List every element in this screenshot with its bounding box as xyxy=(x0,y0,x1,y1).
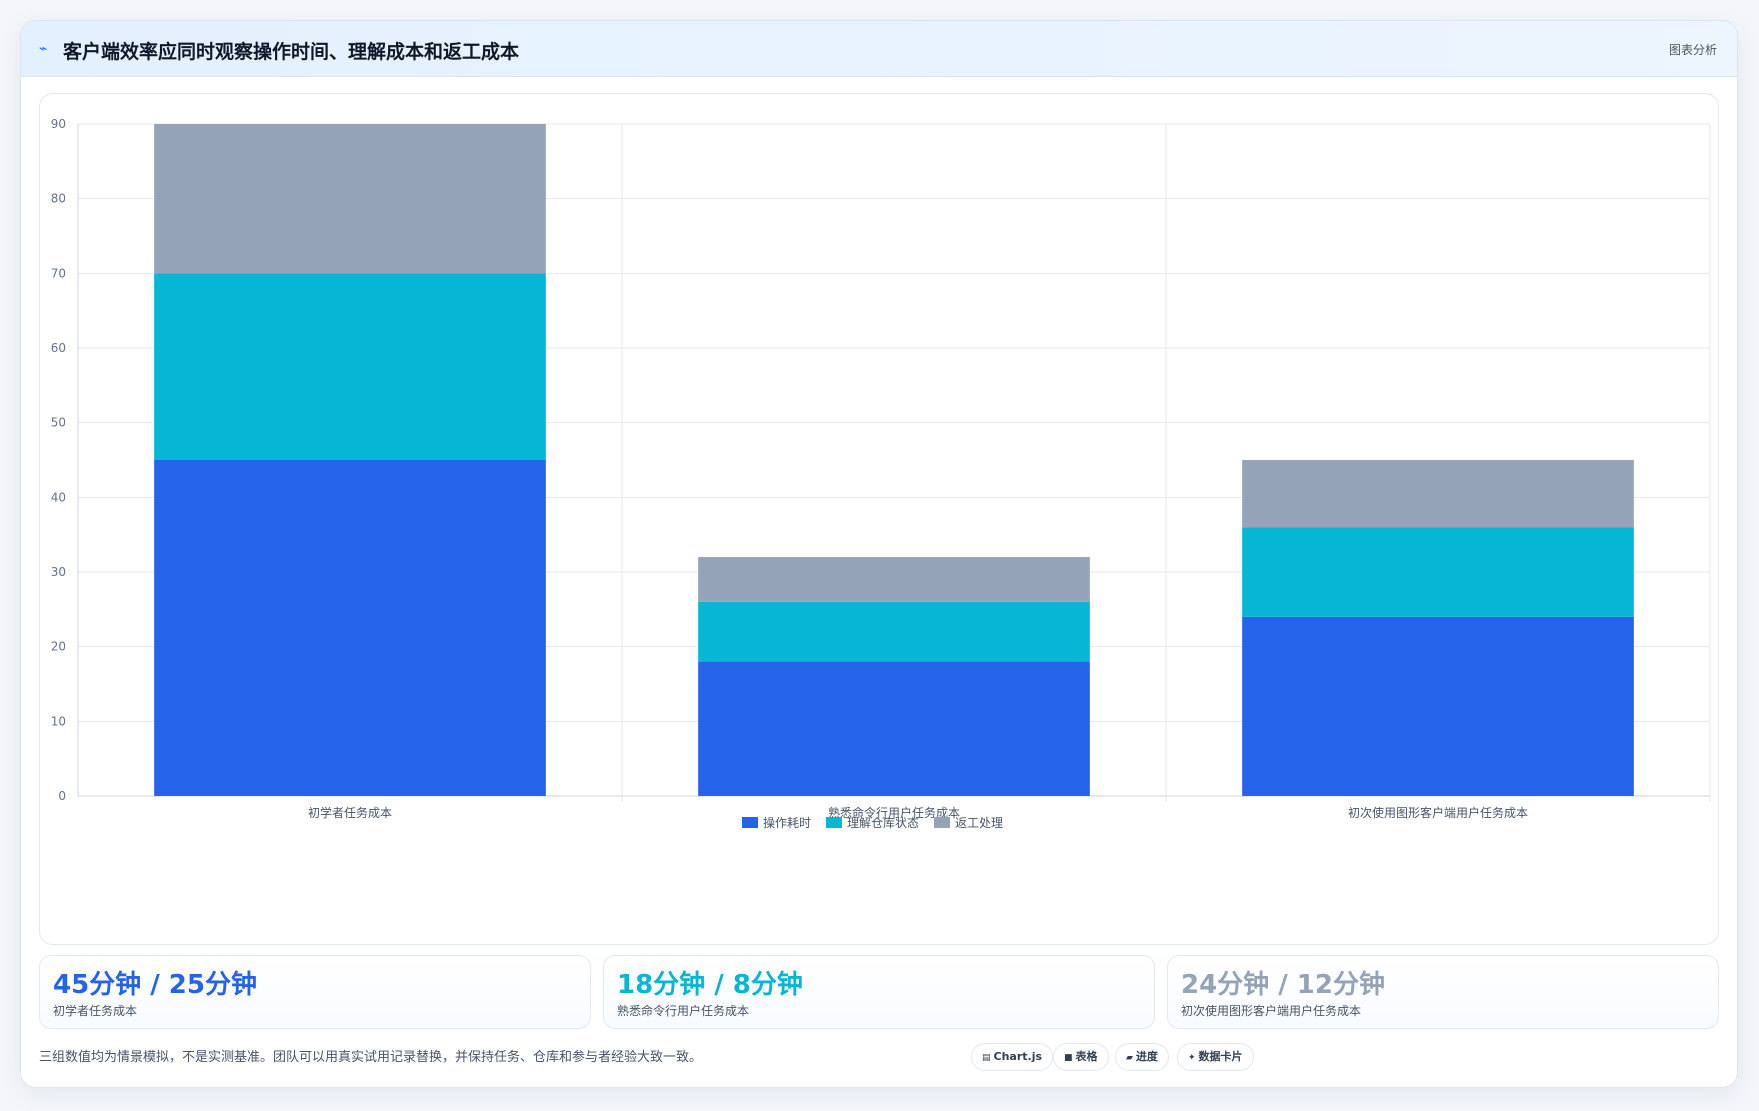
panel-header: ⌁ 客户端效率应同时观察操作时间、理解成本和返工成本 图表分析 xyxy=(21,21,1737,77)
y-tick-label: 80 xyxy=(51,192,66,206)
chip-data-card[interactable]: ✦ 数据卡片 xyxy=(1177,1043,1254,1071)
bar-segment-1 xyxy=(698,601,1090,662)
bar-segment-0 xyxy=(698,661,1090,796)
stat-label: 初学者任务成本 xyxy=(53,1004,138,1018)
y-tick-label: 30 xyxy=(51,565,66,579)
stat-card-gui-user: 24分钟 / 12分钟 初次使用图形客户端用户任务成本 xyxy=(1167,955,1719,1029)
y-tick-label: 10 xyxy=(51,714,66,728)
stat-value: 45分钟 / 25分钟 xyxy=(53,970,257,1000)
chart-icon: ▤ xyxy=(982,1053,991,1063)
legend-swatch-0 xyxy=(742,817,758,828)
stat-label: 熟悉命令行用户任务成本 xyxy=(617,1004,750,1018)
y-tick-label: 40 xyxy=(51,490,66,504)
footnote: 三组数值均为情景模拟，不是实测基准。团队可以用真实试用记录替换，并保持任务、仓库… xyxy=(39,1050,703,1065)
stat-card-cli-user: 18分钟 / 8分钟 熟悉命令行用户任务成本 xyxy=(603,955,1155,1029)
chip-label: Chart.js xyxy=(993,1050,1043,1063)
bar-segment-1 xyxy=(1242,527,1634,617)
x-tick-label: 熟悉命令行用户任务成本 xyxy=(828,805,960,820)
legend-label: 操作耗时 xyxy=(763,815,811,830)
chart-analysis-tag[interactable]: 图表分析 xyxy=(1668,43,1717,57)
bar-segment-0 xyxy=(154,460,546,796)
chart-card: 0 10 20 30 40 50 60 70 80 90 初学者任务成本 熟悉命令行用户任务成本 初次使… xyxy=(39,93,1719,945)
bar-segment-2 xyxy=(154,124,546,274)
chip-chartjs[interactable]: ▤ Chart.js xyxy=(971,1043,1054,1071)
y-tick-label: 50 xyxy=(51,416,66,430)
chip-table[interactable]: ■ 表格 xyxy=(1053,1043,1109,1071)
y-tick-label: 60 xyxy=(51,341,66,355)
stat-label: 初次使用图形客户端用户任务成本 xyxy=(1181,1004,1362,1018)
stat-value: 24分钟 / 12分钟 xyxy=(1181,970,1385,1000)
bar-segment-0 xyxy=(1242,616,1634,796)
stacked-bar-chart: 0 10 20 30 40 50 60 70 80 90 初学者任务成本 熟悉命令行用户任务成本 初次使… xyxy=(51,117,1711,830)
chip-label: 进度 xyxy=(1135,1050,1158,1063)
bar-segment-1 xyxy=(154,273,546,460)
stat-value: 18分钟 / 8分钟 xyxy=(617,970,803,1000)
legend-label: 理解仓库状态 xyxy=(847,815,919,830)
y-tick-label: 90 xyxy=(51,117,66,131)
chip-progress[interactable]: ▰ 进度 xyxy=(1115,1043,1169,1071)
chip-label: 数据卡片 xyxy=(1198,1050,1243,1063)
sparkle-icon: ✦ xyxy=(1188,1053,1196,1063)
x-tick-label: 初学者任务成本 xyxy=(308,805,392,820)
legend-label: 返工处理 xyxy=(955,816,1003,830)
y-tick-label: 20 xyxy=(51,640,66,654)
chip-label: 表格 xyxy=(1075,1050,1098,1063)
bar-segment-2 xyxy=(1242,460,1634,528)
chart-panel: ⌁ 客户端效率应同时观察操作时间、理解成本和返工成本 图表分析 0 10 20 30 4… xyxy=(20,20,1738,1088)
y-tick-label: 70 xyxy=(51,266,66,280)
table-icon: ■ xyxy=(1064,1053,1073,1063)
x-tick-label: 初次使用图形客户端用户任务成本 xyxy=(1348,805,1528,820)
legend-swatch-1 xyxy=(826,817,842,828)
y-tick-label: 0 xyxy=(58,789,66,803)
bar-segment-2 xyxy=(698,557,1090,602)
panel-title: 客户端效率应同时观察操作时间、理解成本和返工成本 xyxy=(63,41,520,63)
legend-swatch-2 xyxy=(934,817,950,828)
stat-card-beginner: 45分钟 / 25分钟 初学者任务成本 xyxy=(39,955,591,1029)
progress-icon: ▰ xyxy=(1126,1053,1133,1063)
line-chart-icon: ⌁ xyxy=(39,41,48,57)
